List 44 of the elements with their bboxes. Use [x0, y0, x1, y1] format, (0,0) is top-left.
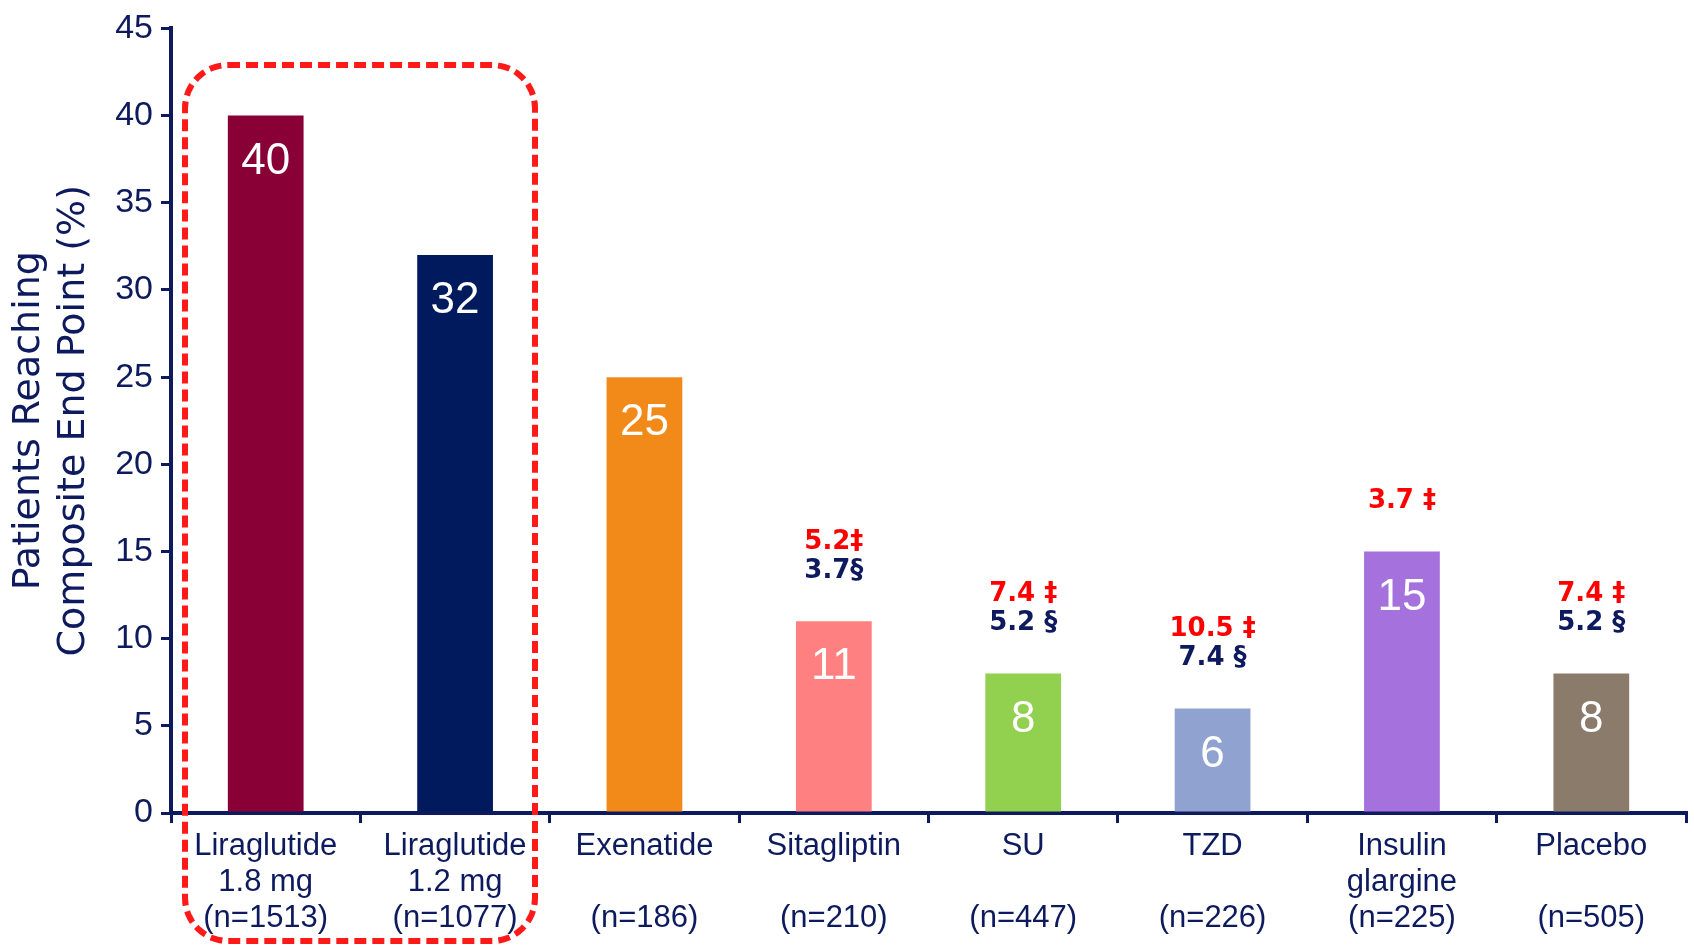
- annotation: 5.2 §: [1557, 606, 1626, 637]
- y-axis-title: Patients Reaching Composite End Point (%): [3, 185, 94, 657]
- x-tick-label: TZD (n=226): [1158, 827, 1267, 934]
- data-label: 25: [619, 395, 669, 445]
- y-tick-label: 15: [115, 529, 154, 568]
- bar: [227, 115, 304, 812]
- x-tick-label: SU (n=447): [969, 827, 1078, 934]
- data-label: 15: [1377, 569, 1427, 619]
- y-tick-label: 30: [115, 268, 154, 307]
- annotation: 7.4 ‡: [1557, 577, 1626, 608]
- data-label: 8: [1010, 691, 1036, 741]
- annotation: 7.4 ‡: [989, 577, 1058, 608]
- x-tick-label: Insulin glargine (n=225): [1346, 827, 1458, 934]
- bar: [985, 673, 1062, 812]
- y-tick-label: 25: [115, 355, 154, 394]
- y-tick-label: 40: [115, 93, 154, 132]
- bar: [417, 255, 493, 812]
- y-tick-label: 35: [115, 181, 154, 220]
- x-tick-label: Exenatide (n=186): [575, 827, 714, 934]
- x-tick-label: Liraglutide 1.8 mg (n=1513): [194, 827, 338, 934]
- y-tick-label: 45: [115, 6, 154, 45]
- data-label: 6: [1200, 726, 1225, 776]
- y-tick-label: 20: [115, 442, 154, 481]
- data-label: 32: [430, 273, 480, 323]
- bar: [795, 621, 872, 812]
- annotation: 7.4 §: [1178, 641, 1247, 672]
- data-label: 11: [810, 639, 857, 689]
- annotation: 5.2‡: [804, 525, 864, 555]
- bar: [1364, 551, 1440, 812]
- annotation: 3.7§: [804, 554, 864, 584]
- x-tick-label: Sitagliptin (n=210): [766, 827, 902, 934]
- annotation: 3.7 ‡: [1367, 484, 1436, 515]
- y-tick-label: 5: [134, 704, 154, 743]
- annotation: 5.2 §: [989, 606, 1058, 637]
- annotation: 10.5 ‡: [1169, 612, 1256, 643]
- x-tick-label: Placebo (n=505): [1535, 827, 1648, 934]
- bar: [1174, 708, 1251, 812]
- bar: [1553, 673, 1630, 812]
- x-tick-label: Liraglutide 1.2 mg (n=1077): [383, 827, 527, 934]
- bar: [606, 377, 683, 812]
- data-label: 8: [1579, 691, 1604, 741]
- y-tick-label: 0: [134, 791, 154, 830]
- y-tick-label: 10: [115, 617, 154, 656]
- data-label: 40: [241, 133, 291, 183]
